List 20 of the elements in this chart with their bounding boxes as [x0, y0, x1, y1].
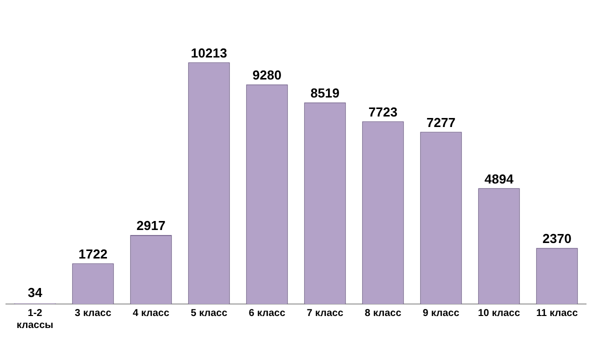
data-label: 7277: [426, 114, 456, 130]
x-tick-label: 4 класс: [132, 308, 170, 319]
x-tick-label: 7 класс: [306, 308, 344, 319]
data-label: 4894: [484, 171, 514, 186]
data-label: 1722: [78, 246, 108, 262]
x-tick-label: 8 класс: [364, 308, 402, 319]
x-tick-label: 5 класс: [190, 308, 228, 319]
data-label: 10213: [190, 45, 228, 60]
x-tick-label: 11 класс: [536, 308, 578, 319]
data-label: 34: [28, 285, 43, 300]
data-label: 2917: [136, 218, 166, 234]
x-tick-label: 10 класс: [478, 308, 520, 319]
x-tick-label: 1-2 классы: [16, 308, 54, 331]
x-tick-label: 9 класс: [422, 308, 460, 319]
data-label: 2370: [542, 230, 572, 246]
x-tick-label: 6 класс: [248, 308, 286, 319]
x-tick-label: 3 класс: [74, 308, 112, 319]
data-label: 7723: [368, 104, 398, 120]
data-label: 9280: [252, 67, 282, 82]
data-label: 8519: [310, 85, 340, 100]
